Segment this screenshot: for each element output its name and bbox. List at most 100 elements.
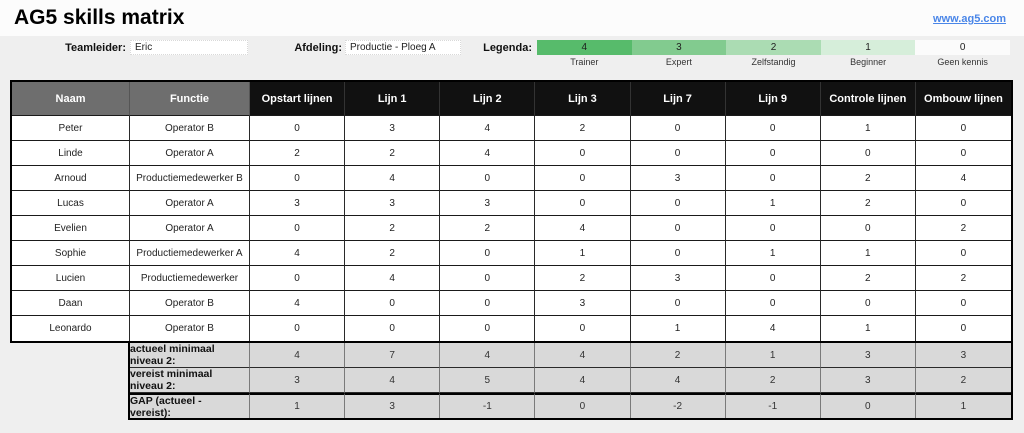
skill-cell[interactable]: 0 — [820, 141, 916, 166]
skill-cell[interactable]: 0 — [250, 316, 346, 341]
skill-cell[interactable]: 3 — [440, 191, 536, 216]
functie-cell[interactable]: Operator A — [130, 191, 250, 216]
name-cell[interactable]: Peter — [12, 116, 130, 141]
name-cell[interactable]: Lucas — [12, 191, 130, 216]
skill-cell[interactable]: 1 — [820, 241, 916, 266]
skill-cell[interactable]: 4 — [915, 166, 1011, 191]
functie-cell[interactable]: Operator B — [130, 316, 250, 341]
skill-cell[interactable]: 0 — [440, 291, 536, 316]
skill-cell[interactable]: 0 — [440, 166, 536, 191]
skill-cell[interactable]: 3 — [345, 116, 441, 141]
skill-cell[interactable]: 1 — [725, 241, 821, 266]
skill-cell[interactable]: 2 — [440, 216, 536, 241]
skill-cell[interactable]: 2 — [535, 116, 631, 141]
name-cell[interactable]: Sophie — [12, 241, 130, 266]
skill-cell[interactable]: 4 — [345, 166, 441, 191]
skill-cell[interactable]: 0 — [725, 166, 821, 191]
name-cell[interactable]: Evelien — [12, 216, 130, 241]
skill-cell[interactable]: 0 — [725, 116, 821, 141]
skill-cell[interactable]: 2 — [820, 266, 916, 291]
functie-cell[interactable]: Productiemedewerker B — [130, 166, 250, 191]
skill-cell[interactable]: 2 — [345, 241, 441, 266]
skill-cell[interactable]: 0 — [630, 216, 726, 241]
skill-cell[interactable]: 0 — [630, 141, 726, 166]
skill-cell[interactable]: 0 — [915, 141, 1011, 166]
skill-cell[interactable]: 3 — [250, 191, 346, 216]
skill-cell[interactable]: 0 — [250, 266, 346, 291]
skill-cell[interactable]: 0 — [725, 291, 821, 316]
skill-cell[interactable]: 2 — [820, 166, 916, 191]
afdeling-input[interactable] — [345, 40, 461, 55]
skill-cell[interactable]: 2 — [345, 141, 441, 166]
skill-cell[interactable]: 0 — [630, 191, 726, 216]
name-cell[interactable]: Lucien — [12, 266, 130, 291]
skill-cell[interactable]: 1 — [630, 316, 726, 341]
skill-cell[interactable]: 0 — [820, 216, 916, 241]
functie-cell[interactable]: Productiemedewerker A — [130, 241, 250, 266]
skill-cell[interactable]: 0 — [250, 166, 346, 191]
skill-cell[interactable]: 1 — [820, 316, 916, 341]
skill-cell[interactable]: 0 — [630, 116, 726, 141]
skill-cell[interactable]: 0 — [535, 191, 631, 216]
functie-cell[interactable]: Operator B — [130, 291, 250, 316]
summary-value: 3 — [915, 343, 1011, 368]
skill-cell[interactable]: 0 — [535, 316, 631, 341]
skill-cell[interactable]: 0 — [915, 116, 1011, 141]
matrix-grid: Naam Functie Opstart lijnen Lijn 1 Lijn … — [10, 80, 1013, 343]
skill-cell[interactable]: 2 — [915, 216, 1011, 241]
skill-cell[interactable]: 4 — [250, 241, 346, 266]
skill-cell[interactable]: 0 — [535, 141, 631, 166]
name-cell[interactable]: Linde — [12, 141, 130, 166]
skill-cell[interactable]: 0 — [725, 266, 821, 291]
functie-cell[interactable]: Productiemedewerker — [130, 266, 250, 291]
skill-cell[interactable]: 4 — [440, 116, 536, 141]
summary-value: 7 — [345, 343, 441, 368]
skill-cell[interactable]: 0 — [535, 166, 631, 191]
skill-cell[interactable]: 1 — [820, 116, 916, 141]
name-cell[interactable]: Arnoud — [12, 166, 130, 191]
teamleider-input[interactable] — [130, 40, 248, 55]
skill-cell[interactable]: 0 — [725, 141, 821, 166]
skill-cell[interactable]: 0 — [725, 216, 821, 241]
skill-cell[interactable]: 0 — [440, 316, 536, 341]
skill-cell[interactable]: 0 — [440, 266, 536, 291]
skill-cell[interactable]: 0 — [440, 241, 536, 266]
name-cell[interactable]: Leonardo — [12, 316, 130, 341]
functie-cell[interactable]: Operator B — [130, 116, 250, 141]
skill-cell[interactable]: 0 — [820, 291, 916, 316]
ag5-website-link[interactable]: www.ag5.com — [933, 13, 1006, 25]
skill-cell[interactable]: 4 — [440, 141, 536, 166]
skill-cell[interactable]: 0 — [915, 191, 1011, 216]
skill-cell[interactable]: 3 — [535, 291, 631, 316]
skill-cell[interactable]: 0 — [915, 316, 1011, 341]
skill-cell[interactable]: 4 — [345, 266, 441, 291]
skill-cell[interactable]: 1 — [725, 191, 821, 216]
skill-cell[interactable]: 4 — [250, 291, 346, 316]
summary-value: 5 — [440, 368, 536, 393]
functie-cell[interactable]: Operator A — [130, 141, 250, 166]
skill-cell[interactable]: 0 — [250, 216, 346, 241]
skill-cell[interactable]: 0 — [915, 291, 1011, 316]
skill-cell[interactable]: 2 — [535, 266, 631, 291]
skill-cell[interactable]: 2 — [820, 191, 916, 216]
summary-label-actueel: actueel minimaal niveau 2: — [130, 343, 250, 368]
skill-cell[interactable]: 0 — [630, 241, 726, 266]
skill-cell[interactable]: 0 — [345, 291, 441, 316]
skill-cell[interactable]: 0 — [630, 291, 726, 316]
skill-cell[interactable]: 0 — [915, 241, 1011, 266]
skill-cell[interactable]: 2 — [915, 266, 1011, 291]
skill-cell[interactable]: 2 — [250, 141, 346, 166]
skill-cell[interactable]: 3 — [630, 166, 726, 191]
skill-cell[interactable]: 0 — [250, 116, 346, 141]
skill-cell[interactable]: 2 — [345, 216, 441, 241]
skill-cell[interactable]: 1 — [535, 241, 631, 266]
skill-cell[interactable]: 3 — [630, 266, 726, 291]
gap-value: 0 — [535, 393, 631, 418]
legend-cell-3: 3 — [631, 40, 727, 55]
skill-cell[interactable]: 4 — [725, 316, 821, 341]
skill-cell[interactable]: 3 — [345, 191, 441, 216]
skill-cell[interactable]: 0 — [345, 316, 441, 341]
name-cell[interactable]: Daan — [12, 291, 130, 316]
functie-cell[interactable]: Operator A — [130, 216, 250, 241]
skill-cell[interactable]: 4 — [535, 216, 631, 241]
